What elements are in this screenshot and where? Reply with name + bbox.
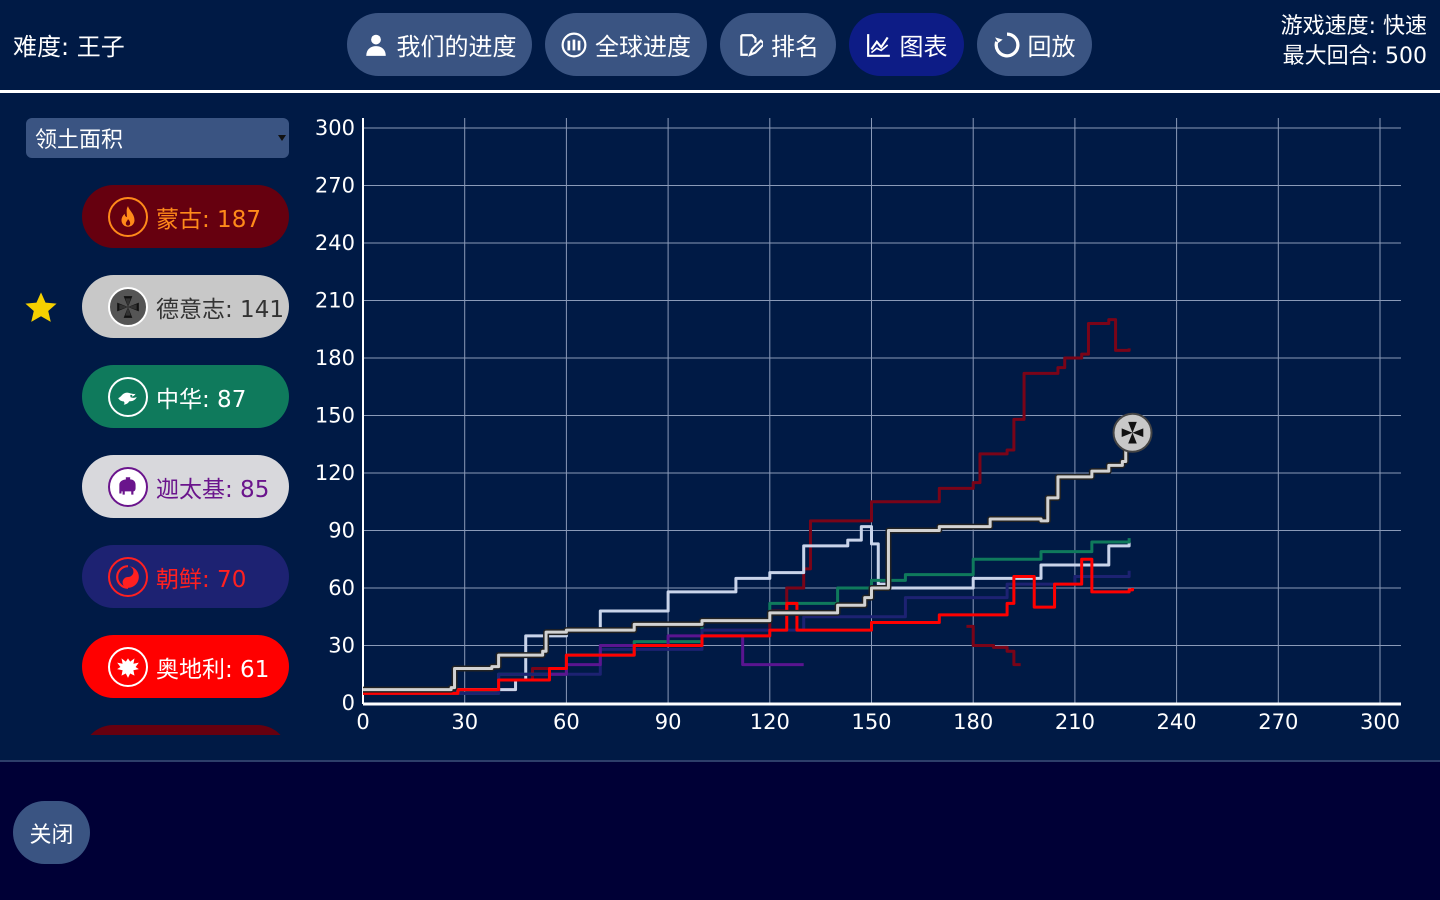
person-icon xyxy=(365,34,386,56)
y-tick-label: 240 xyxy=(315,231,355,255)
x-tick-label: 210 xyxy=(1055,710,1095,734)
tab-charts-label: 图表 xyxy=(899,33,948,61)
x-tick-label: 0 xyxy=(356,710,369,734)
tab-charts[interactable]: 图表 xyxy=(849,13,964,76)
y-tick-label: 0 xyxy=(342,691,355,715)
civ-label: 蒙古: 187 xyxy=(156,206,261,233)
series-line xyxy=(363,434,1128,692)
territory-chart: 0 30 60 90 120 150 180 210 240 270 300 0 30 60 90 120 15… xyxy=(315,116,1401,734)
elephant-icon xyxy=(119,476,136,495)
y-tick-label: 60 xyxy=(328,576,355,600)
bottom-divider xyxy=(0,760,1440,762)
chevron-down-icon xyxy=(278,135,286,141)
stat-type-selected: 领土面积 xyxy=(35,128,124,153)
x-tick-label: 90 xyxy=(655,710,682,734)
taegeuk-icon xyxy=(116,564,139,589)
x-tick-label: 150 xyxy=(851,710,891,734)
civ-emblem xyxy=(108,556,148,597)
x-tick-label: 240 xyxy=(1157,710,1197,734)
game-speed-label: 游戏速度: 快速 xyxy=(1280,14,1427,39)
civ-item-austria[interactable]: 奥地利: 61 xyxy=(82,635,289,698)
civ-emblem xyxy=(108,646,148,687)
top-divider xyxy=(0,90,1440,93)
civ-item-mongolia[interactable]: 蒙古: 187 xyxy=(82,185,289,248)
civ-item-china[interactable]: 中华: 87 xyxy=(82,365,289,428)
civ-item-partial[interactable] xyxy=(82,725,289,735)
y-tick-label: 90 xyxy=(328,519,355,543)
tab-replay[interactable]: 回放 xyxy=(977,13,1092,76)
player-marker-circle xyxy=(1112,412,1153,453)
eagle-icon xyxy=(117,657,139,678)
y-tick-label: 270 xyxy=(315,174,355,198)
game-speed-info: 游戏速度: 快速 最大回合: 500 xyxy=(1281,12,1427,72)
civ-list[interactable]: 蒙古: 187 德意志: 141 中华: 87 迦太基: 85 朝鲜: 70 奥… xyxy=(0,170,300,735)
x-tick-label: 270 xyxy=(1258,710,1298,734)
y-tick-label: 120 xyxy=(315,461,355,485)
tab-rankings[interactable]: 排名 xyxy=(720,13,836,76)
difficulty-label: 难度: 王子 xyxy=(13,33,125,61)
tab-rankings-label: 排名 xyxy=(771,33,819,61)
y-tick-label: 30 xyxy=(328,634,355,658)
globe-people-icon xyxy=(561,32,587,57)
tab-global-progress-label: 全球进度 xyxy=(595,33,691,61)
chart-axes xyxy=(362,118,1401,706)
series-line xyxy=(363,557,1135,695)
close-button-label: 关闭 xyxy=(29,822,74,848)
tab-our-progress[interactable]: 我们的进度 xyxy=(347,13,532,76)
y-tick-label: 210 xyxy=(315,289,355,313)
chart-series xyxy=(363,318,1135,695)
civ-emblem xyxy=(108,196,148,237)
close-button[interactable]: 关闭 xyxy=(13,801,90,864)
x-tick-label: 300 xyxy=(1360,710,1400,734)
x-tick-label: 120 xyxy=(750,710,790,734)
bottom-bar xyxy=(0,762,1440,900)
chart-ticks: 0 30 60 90 120 150 180 210 240 270 300 0 30 60 90 120 15… xyxy=(315,116,1400,734)
series-line xyxy=(966,624,1021,667)
civ-label: 中华: 87 xyxy=(156,386,247,413)
player-marker xyxy=(1112,412,1153,453)
civ-label: 朝鲜: 70 xyxy=(156,566,247,593)
dragon-icon xyxy=(118,392,137,405)
y-tick-label: 150 xyxy=(315,404,355,428)
replay-icon xyxy=(994,32,1019,57)
civ-emblem xyxy=(108,466,148,507)
star-icon xyxy=(25,292,57,322)
series-line xyxy=(363,525,1131,695)
tab-our-progress-label: 我们的进度 xyxy=(396,33,517,61)
civ-label: 迦太基: 85 xyxy=(156,476,270,503)
iron-cross-icon xyxy=(117,295,139,318)
civ-item-carthage[interactable]: 迦太基: 85 xyxy=(82,455,289,518)
max-turns-label: 最大回合: 500 xyxy=(1282,44,1427,69)
civ-emblem xyxy=(108,286,148,327)
chart-icon xyxy=(866,33,890,57)
x-tick-label: 180 xyxy=(953,710,993,734)
flame-icon xyxy=(121,205,135,227)
civ-item-korea[interactable]: 朝鲜: 70 xyxy=(82,545,289,608)
edit-icon xyxy=(740,33,763,57)
civ-emblem xyxy=(108,376,148,417)
civ-label: 奥地利: 61 xyxy=(156,656,270,683)
x-tick-label: 30 xyxy=(451,710,478,734)
x-tick-label: 60 xyxy=(553,710,580,734)
tab-replay-label: 回放 xyxy=(1027,33,1076,61)
civ-label: 德意志: 141 xyxy=(156,296,284,323)
civ-item-germany[interactable]: 德意志: 141 xyxy=(82,275,289,338)
tab-global-progress[interactable]: 全球进度 xyxy=(545,13,707,76)
stat-type-dropdown[interactable]: 领土面积 xyxy=(26,118,289,158)
chart-grid xyxy=(363,118,1401,703)
y-tick-label: 300 xyxy=(315,116,355,140)
y-tick-label: 180 xyxy=(315,346,355,370)
